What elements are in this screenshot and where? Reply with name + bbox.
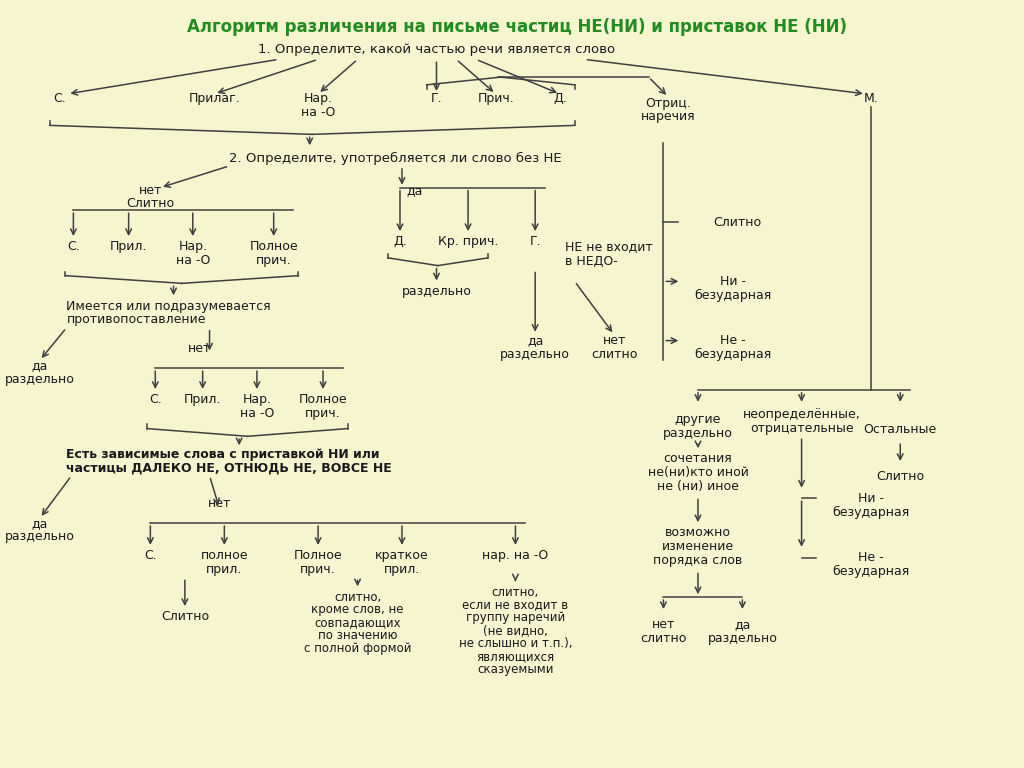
Text: прич.: прич. (305, 407, 341, 420)
Text: сочетания: сочетания (664, 452, 732, 465)
Text: С.: С. (53, 92, 66, 105)
Text: да: да (527, 334, 544, 347)
Text: Прич.: Прич. (477, 92, 514, 105)
Text: (не видно,: (не видно, (483, 624, 548, 637)
Text: нет: нет (651, 618, 675, 631)
Text: Ни -: Ни - (858, 492, 884, 505)
Text: Слитно: Слитно (161, 611, 209, 624)
Text: Не -: Не - (858, 551, 884, 564)
Text: Остальные: Остальные (863, 423, 937, 436)
Text: С.: С. (148, 393, 162, 406)
Text: раздельно: раздельно (708, 632, 777, 645)
Text: Полное: Полное (299, 393, 347, 406)
Text: Алгоритм различения на письме частиц НЕ(НИ) и приставок НЕ (НИ): Алгоритм различения на письме частиц НЕ(… (187, 18, 848, 36)
Text: Ни -: Ни - (720, 275, 745, 288)
Text: не слышно и т.п.),: не слышно и т.п.), (459, 637, 572, 650)
Text: сказуемыми: сказуемыми (477, 663, 554, 676)
Text: безударная: безударная (694, 289, 771, 302)
Text: Слитно: Слитно (126, 197, 174, 210)
Text: на -О: на -О (301, 106, 335, 119)
Text: Кр. прич.: Кр. прич. (438, 236, 499, 248)
Text: Слитно: Слитно (714, 216, 762, 229)
Text: неопределённые,: неопределённые, (742, 408, 860, 421)
Text: Нар.: Нар. (178, 240, 207, 253)
Text: Д.: Д. (393, 236, 407, 248)
Text: Имеется или подразумевается: Имеется или подразумевается (67, 300, 271, 313)
Text: наречия: наречия (641, 110, 695, 123)
Text: являющихся: являющихся (476, 650, 555, 663)
Text: частицы ДАЛЕКО НЕ, ОТНЮДЬ НЕ, ВОВСЕ НЕ: частицы ДАЛЕКО НЕ, ОТНЮДЬ НЕ, ВОВСЕ НЕ (67, 462, 392, 475)
Text: по значению: по значению (317, 629, 397, 642)
Text: другие: другие (675, 413, 721, 426)
Text: да: да (734, 618, 751, 631)
Text: НЕ не входит: НЕ не входит (565, 240, 652, 253)
Text: с полной формой: с полной формой (304, 642, 412, 655)
Text: если не входит в: если не входит в (463, 598, 568, 611)
Text: прич.: прич. (300, 563, 336, 576)
Text: Полное: Полное (250, 240, 298, 253)
Text: прич.: прич. (256, 254, 292, 267)
Text: раздельно: раздельно (401, 285, 471, 298)
Text: раздельно: раздельно (5, 531, 75, 544)
Text: Есть зависимые слова с приставкой НИ или: Есть зависимые слова с приставкой НИ или (67, 448, 380, 461)
Text: полное: полное (201, 549, 248, 562)
Text: Прилаг.: Прилаг. (188, 92, 241, 105)
Text: нет: нет (138, 184, 162, 197)
Text: на -О: на -О (175, 254, 210, 267)
Text: слитно: слитно (640, 632, 687, 645)
Text: С.: С. (144, 549, 157, 562)
Text: Нар.: Нар. (303, 92, 333, 105)
Text: Г.: Г. (529, 236, 541, 248)
Text: да: да (407, 184, 423, 197)
Text: слитно,: слитно, (492, 586, 539, 599)
Text: нет: нет (602, 334, 626, 347)
Text: Прил.: Прил. (184, 393, 221, 406)
Text: совпадающих: совпадающих (314, 616, 400, 629)
Text: нар. на -О: нар. на -О (482, 549, 549, 562)
Text: Д.: Д. (553, 92, 566, 105)
Text: нет: нет (208, 497, 231, 510)
Text: Слитно: Слитно (877, 470, 925, 483)
Text: группу наречий: группу наречий (466, 611, 565, 624)
Text: противопоставление: противопоставление (67, 313, 206, 326)
Text: не (ни) иное: не (ни) иное (657, 480, 739, 493)
Text: да: да (32, 517, 48, 530)
Text: М.: М. (863, 92, 878, 105)
Text: краткое: краткое (375, 549, 429, 562)
Text: С.: С. (67, 240, 80, 253)
Text: кроме слов, не: кроме слов, не (311, 604, 403, 617)
Text: слитно,: слитно, (334, 591, 381, 604)
Text: Полное: Полное (294, 549, 342, 562)
Text: Не -: Не - (720, 334, 745, 347)
Text: изменение: изменение (662, 541, 734, 553)
Text: прил.: прил. (384, 563, 420, 576)
Text: возможно: возможно (665, 527, 731, 539)
Text: слитно: слитно (591, 348, 637, 361)
Text: 1. Определите, какой частью речи является слово: 1. Определите, какой частью речи являетс… (258, 43, 615, 56)
Text: в НЕДО-: в НЕДО- (565, 255, 617, 268)
Text: безударная: безударная (833, 506, 909, 519)
Text: Г.: Г. (431, 92, 442, 105)
Text: раздельно: раздельно (5, 372, 75, 386)
Text: безударная: безударная (694, 348, 771, 361)
Text: нет: нет (188, 342, 211, 355)
Text: Нар.: Нар. (243, 393, 271, 406)
Text: прил.: прил. (206, 563, 243, 576)
Text: да: да (32, 359, 48, 372)
Text: отрицательные: отрицательные (750, 422, 853, 435)
Text: Прил.: Прил. (110, 240, 147, 253)
Text: 2. Определите, употребляется ли слово без НЕ: 2. Определите, употребляется ли слово бе… (229, 151, 562, 164)
Text: порядка слов: порядка слов (653, 554, 742, 567)
Text: на -О: на -О (240, 407, 274, 420)
Text: не(ни)кто иной: не(ни)кто иной (647, 466, 749, 479)
Text: Отриц.: Отриц. (645, 98, 691, 111)
Text: раздельно: раздельно (664, 427, 733, 440)
Text: безударная: безударная (833, 565, 909, 578)
Text: раздельно: раздельно (501, 348, 570, 361)
